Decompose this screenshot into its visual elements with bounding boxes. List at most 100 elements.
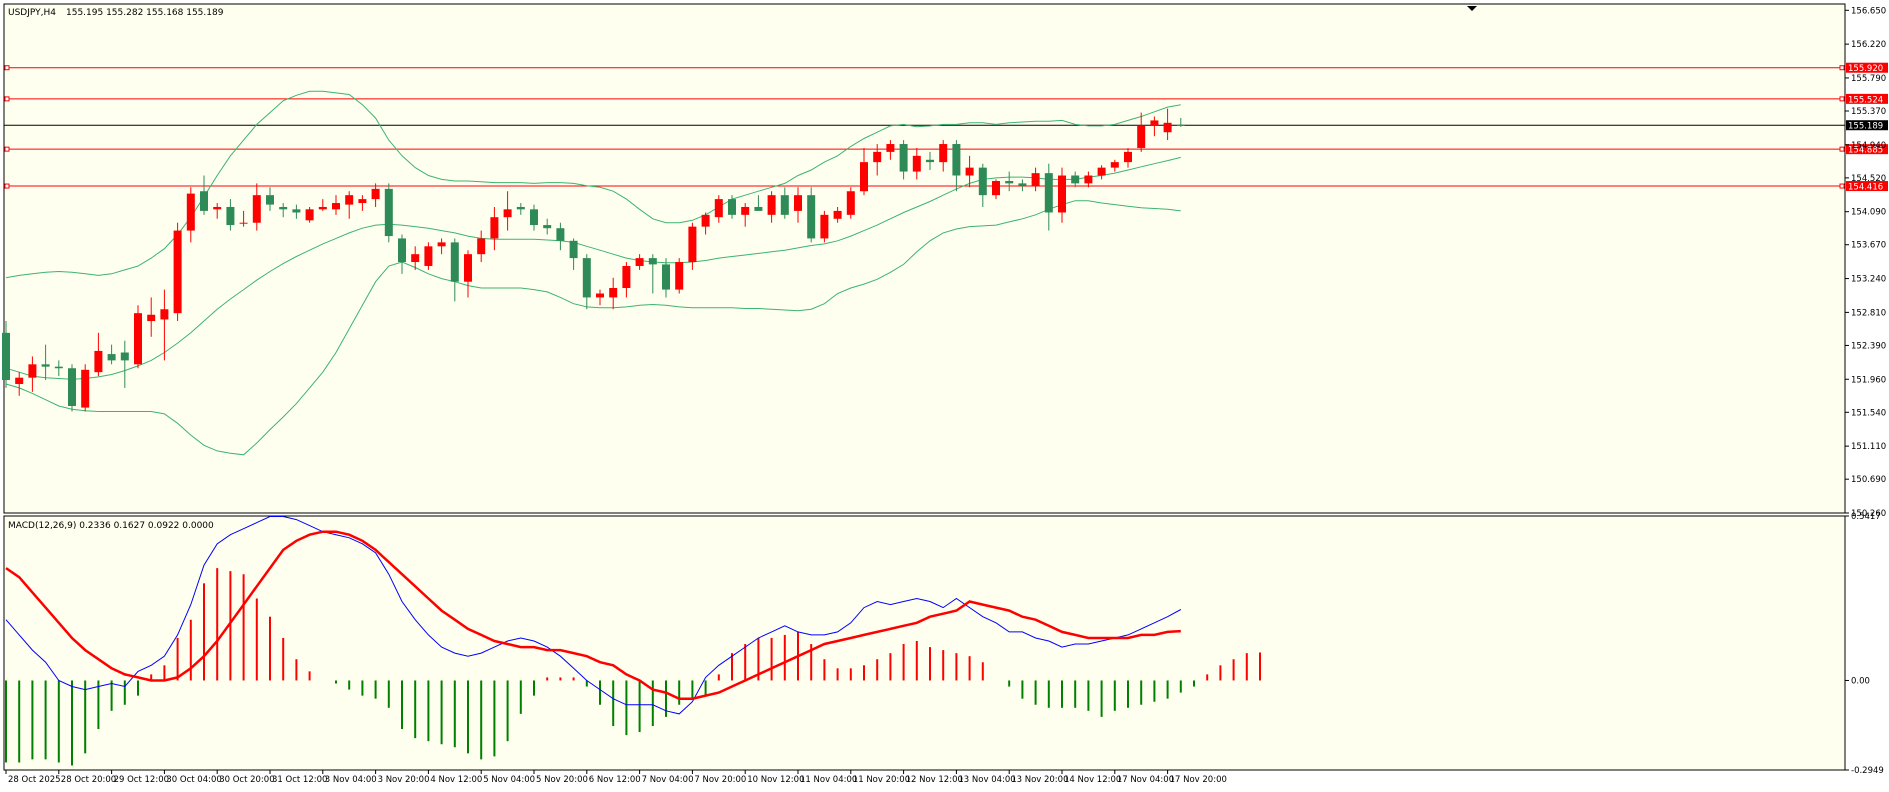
- candle-body: [384, 188, 393, 237]
- time-axis-label: 13 Nov 04:00: [958, 775, 1015, 785]
- price-axis: 156.650 156.220 155.790 155.370 154.940 154.5…: [1845, 6, 1886, 519]
- candle-body: [332, 203, 340, 210]
- candle-body: [952, 144, 961, 176]
- level-anchor-handle: [4, 96, 10, 102]
- candle-body: [186, 193, 195, 231]
- current-price-tag: [1846, 120, 1888, 131]
- candle-body: [450, 242, 459, 282]
- ohlc-readout: 155.195 155.282 155.168 155.189: [66, 8, 224, 18]
- time-axis-label: 7 Nov 20:00: [694, 775, 746, 785]
- candle-body: [714, 199, 723, 218]
- candle-body: [767, 195, 776, 215]
- candle-body: [81, 369, 90, 408]
- price-axis-label: 154.940: [1851, 141, 1886, 151]
- level-anchor-handle: [1839, 146, 1845, 152]
- candle-body: [939, 144, 948, 163]
- time-axis-label: 17 Nov 20:00: [1170, 775, 1227, 785]
- time-axis-label: 29 Oct 12:00: [114, 775, 169, 785]
- macd-line: [5, 516, 1182, 715]
- candle-body: [173, 230, 182, 314]
- chart-shift-marker[interactable]: [1467, 6, 1477, 11]
- candle-body: [688, 226, 697, 263]
- level-anchor-handle: [4, 65, 10, 71]
- level-anchor-handle: [1839, 65, 1845, 71]
- candle-body: [134, 313, 142, 365]
- candle-body: [318, 206, 327, 210]
- symbol-label: USDJPY,H4: [8, 8, 56, 18]
- candle-body: [371, 188, 380, 200]
- macd-axis: 0.5417 0.00 -0.2949: [1845, 512, 1884, 776]
- price-axis-label: 154.090: [1851, 208, 1886, 218]
- horizontal-levels-layer[interactable]: 155.920 155.524 154.885 154.416 155.189: [4, 62, 1888, 193]
- candle-body: [41, 364, 50, 367]
- time-axis-label: 11 Nov 04:00: [800, 775, 857, 785]
- candle-body: [160, 309, 169, 320]
- candle-body: [292, 209, 301, 213]
- candle-body: [820, 214, 829, 239]
- level-anchor-handle: [1839, 96, 1845, 102]
- candle-body: [424, 246, 433, 266]
- time-axis-label: 6 Nov 12:00: [589, 775, 641, 785]
- price-axis-label: 156.220: [1851, 40, 1886, 50]
- candle-body: [1044, 173, 1053, 213]
- time-axis-label: 28 Oct 2025: [8, 775, 61, 785]
- current-price-label: 155.189: [1848, 122, 1883, 132]
- candle-body: [609, 288, 618, 298]
- candle-body: [1071, 175, 1080, 184]
- candle-body: [252, 195, 261, 223]
- candle-body: [54, 366, 63, 369]
- candle-body: [873, 151, 882, 163]
- candle-body: [120, 352, 129, 361]
- candle-body: [1031, 173, 1040, 186]
- macd-layer: [5, 516, 1261, 766]
- price-pane[interactable]: [3, 3, 1846, 514]
- candle-body: [1137, 125, 1146, 148]
- time-axis-label: 14 Nov 12:00: [1064, 775, 1121, 785]
- candle-body: [1084, 175, 1093, 184]
- macd-axis-label: -0.2949: [1851, 766, 1884, 776]
- candle-body: [675, 262, 684, 290]
- price-axis-label: 152.810: [1851, 308, 1886, 318]
- candle-body: [15, 377, 24, 384]
- level-price-label: 154.416: [1848, 183, 1883, 193]
- macd-indicator-label: MACD(12,26,9) 0.2336 0.1627 0.0922 0.000…: [8, 521, 214, 531]
- candle-body: [411, 254, 420, 263]
- time-axis-label: 30 Oct 20:00: [219, 775, 274, 785]
- time-axis-label: 5 Nov 04:00: [483, 775, 535, 785]
- candle-body: [596, 293, 604, 298]
- level-anchor-handle: [4, 146, 10, 152]
- price-axis-label: 150.260: [1851, 509, 1886, 519]
- candle-body: [569, 240, 578, 259]
- candle-body: [926, 159, 934, 163]
- time-axis-label: 13 Nov 20:00: [1011, 775, 1068, 785]
- candle-body: [503, 209, 512, 218]
- time-axis-label: 12 Nov 12:00: [906, 775, 963, 785]
- candle-body: [305, 209, 314, 221]
- macd-pane[interactable]: [3, 515, 1846, 771]
- candle-body: [780, 195, 789, 215]
- candle-body: [516, 206, 525, 210]
- candle-body: [530, 209, 538, 226]
- candle-body: [794, 195, 802, 211]
- candle-body: [279, 206, 288, 210]
- candle-body: [345, 195, 354, 205]
- candle-body: [226, 206, 235, 226]
- candle-body: [741, 206, 750, 215]
- candle-body: [437, 242, 446, 247]
- bollinger-lower-line: [5, 200, 1181, 456]
- time-axis-label: 17 Nov 04:00: [1117, 775, 1174, 785]
- time-axis-label: 7 Nov 04:00: [642, 775, 694, 785]
- candle-body: [213, 206, 222, 210]
- time-axis-label: 5 Nov 20:00: [536, 775, 588, 785]
- candle-body: [2, 332, 10, 381]
- macd-signal-line: [5, 530, 1181, 700]
- candle-body: [239, 222, 248, 224]
- time-axis-label: 31 Oct 12:00: [272, 775, 327, 785]
- price-axis-label: 150.690: [1851, 475, 1886, 485]
- candle-body: [754, 206, 763, 211]
- candle-body: [965, 167, 974, 176]
- candle-body: [1058, 175, 1066, 213]
- time-axis-label: 30 Oct 04:00: [166, 775, 221, 785]
- level-price-label: 155.920: [1848, 64, 1883, 74]
